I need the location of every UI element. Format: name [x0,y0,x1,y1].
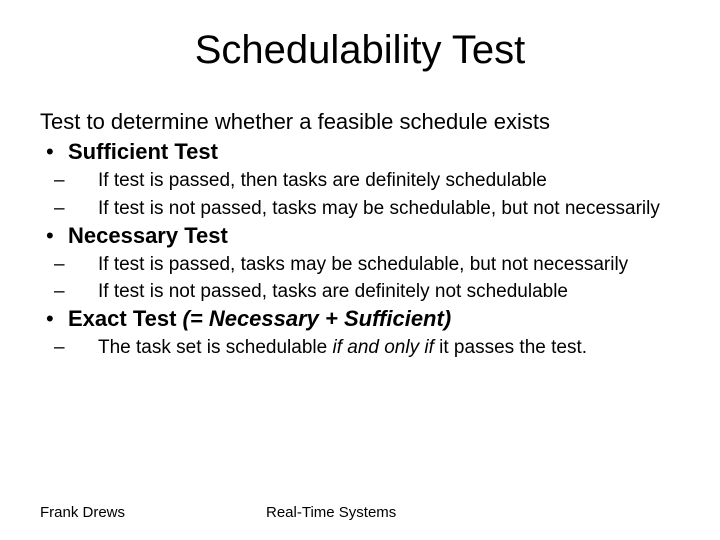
slide-title: Schedulability Test [40,28,680,73]
section-heading-necessary: •Necessary Test [40,223,680,249]
bullet-text-pre: The task set is schedulable [98,337,332,358]
heading-label: Exact Test [68,306,176,331]
section-heading-exact: •Exact Test (= Necessary + Sufficient) [40,306,680,332]
bullet-item: –The task set is schedulable if and only… [40,336,680,360]
bullet-text: If test is not passed, tasks are definit… [98,281,568,302]
intro-text: Test to determine whether a feasible sch… [40,109,680,135]
bullet-text: If test is passed, then tasks are defini… [98,170,547,191]
bullet-text-post: it passes the test. [434,337,587,358]
section-heading-sufficient: •Sufficient Test [40,139,680,165]
bullet-item: –If test is passed, tasks may be schedul… [40,253,680,277]
heading-label: Necessary Test [68,223,228,248]
bullet-text-ital: if and only if [332,337,433,358]
footer-author: Frank Drews [40,504,125,521]
footer-course: Real-Time Systems [266,504,396,521]
heading-label: Sufficient Test [68,139,218,164]
bullet-item: –If test is not passed, tasks may be sch… [40,197,680,221]
heading-suffix: (= Necessary + Sufficient) [176,306,451,331]
bullet-text: If test is not passed, tasks may be sche… [98,198,660,219]
bullet-item: –If test is not passed, tasks are defini… [40,280,680,304]
bullet-text: If test is passed, tasks may be schedula… [98,254,628,275]
bullet-item: –If test is passed, then tasks are defin… [40,169,680,193]
